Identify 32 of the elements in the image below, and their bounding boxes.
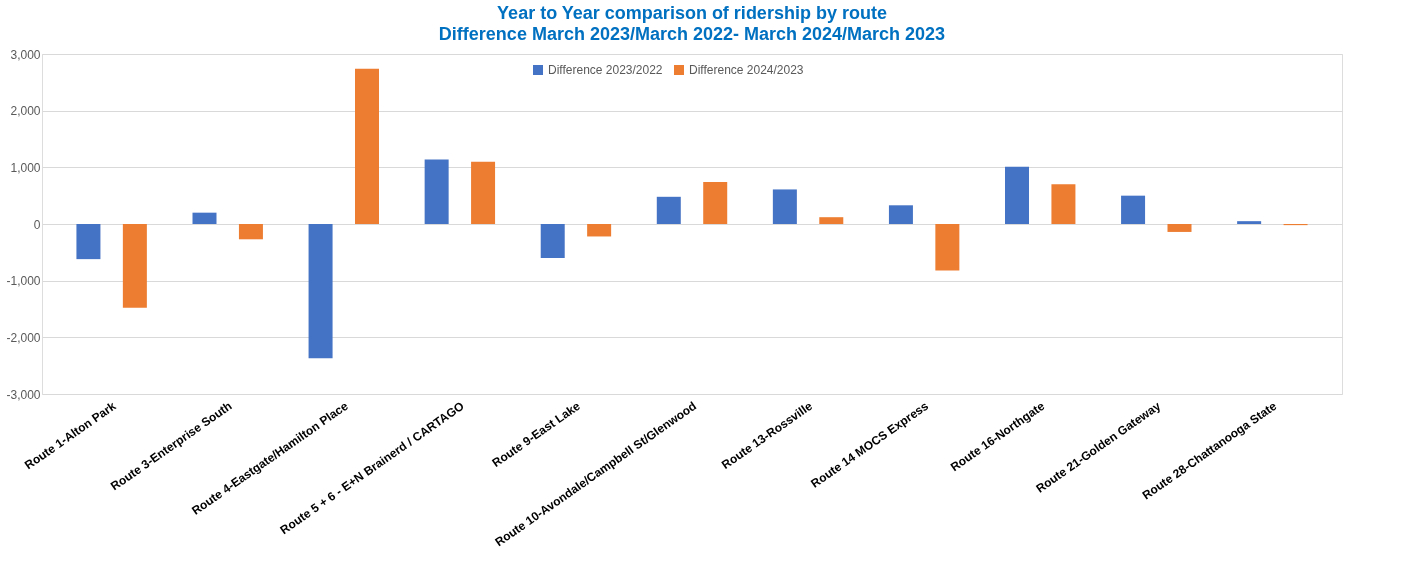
y-tick-label: 1,000 (10, 160, 41, 175)
y-tick-label: 0 (33, 217, 41, 232)
bar (192, 212, 217, 224)
bar (587, 224, 612, 237)
y-tick-label: -1,000 (6, 274, 41, 289)
bar (355, 68, 379, 224)
bar (1237, 221, 1262, 224)
chart-subtitle: Difference March 2023/March 2022- March 2024/March 2023 (438, 24, 946, 44)
bar (76, 224, 101, 260)
y-tick-label: 2,000 (10, 104, 41, 119)
bar (1167, 224, 1192, 232)
chart-title: Year to Year comparison of ridership by route (497, 3, 887, 23)
y-tick-label: -3,000 (6, 387, 41, 402)
bar (308, 224, 333, 359)
bar (540, 224, 565, 258)
bar (888, 205, 913, 224)
y-tick-label: -2,000 (6, 330, 41, 345)
bar (1005, 166, 1029, 224)
bar (471, 161, 496, 224)
bar (122, 224, 147, 308)
legend-label: Difference 2023/2022 (548, 63, 663, 77)
bar (238, 224, 263, 240)
bar (772, 189, 797, 224)
legend-label: Difference 2024/2023 (689, 63, 804, 77)
y-tick-label: 3,000 (10, 47, 41, 62)
bar (819, 217, 844, 224)
bar (703, 182, 728, 224)
bar (1121, 195, 1146, 224)
bar (935, 224, 960, 271)
bar (424, 159, 449, 224)
bar (656, 196, 681, 224)
bar (1051, 184, 1076, 224)
